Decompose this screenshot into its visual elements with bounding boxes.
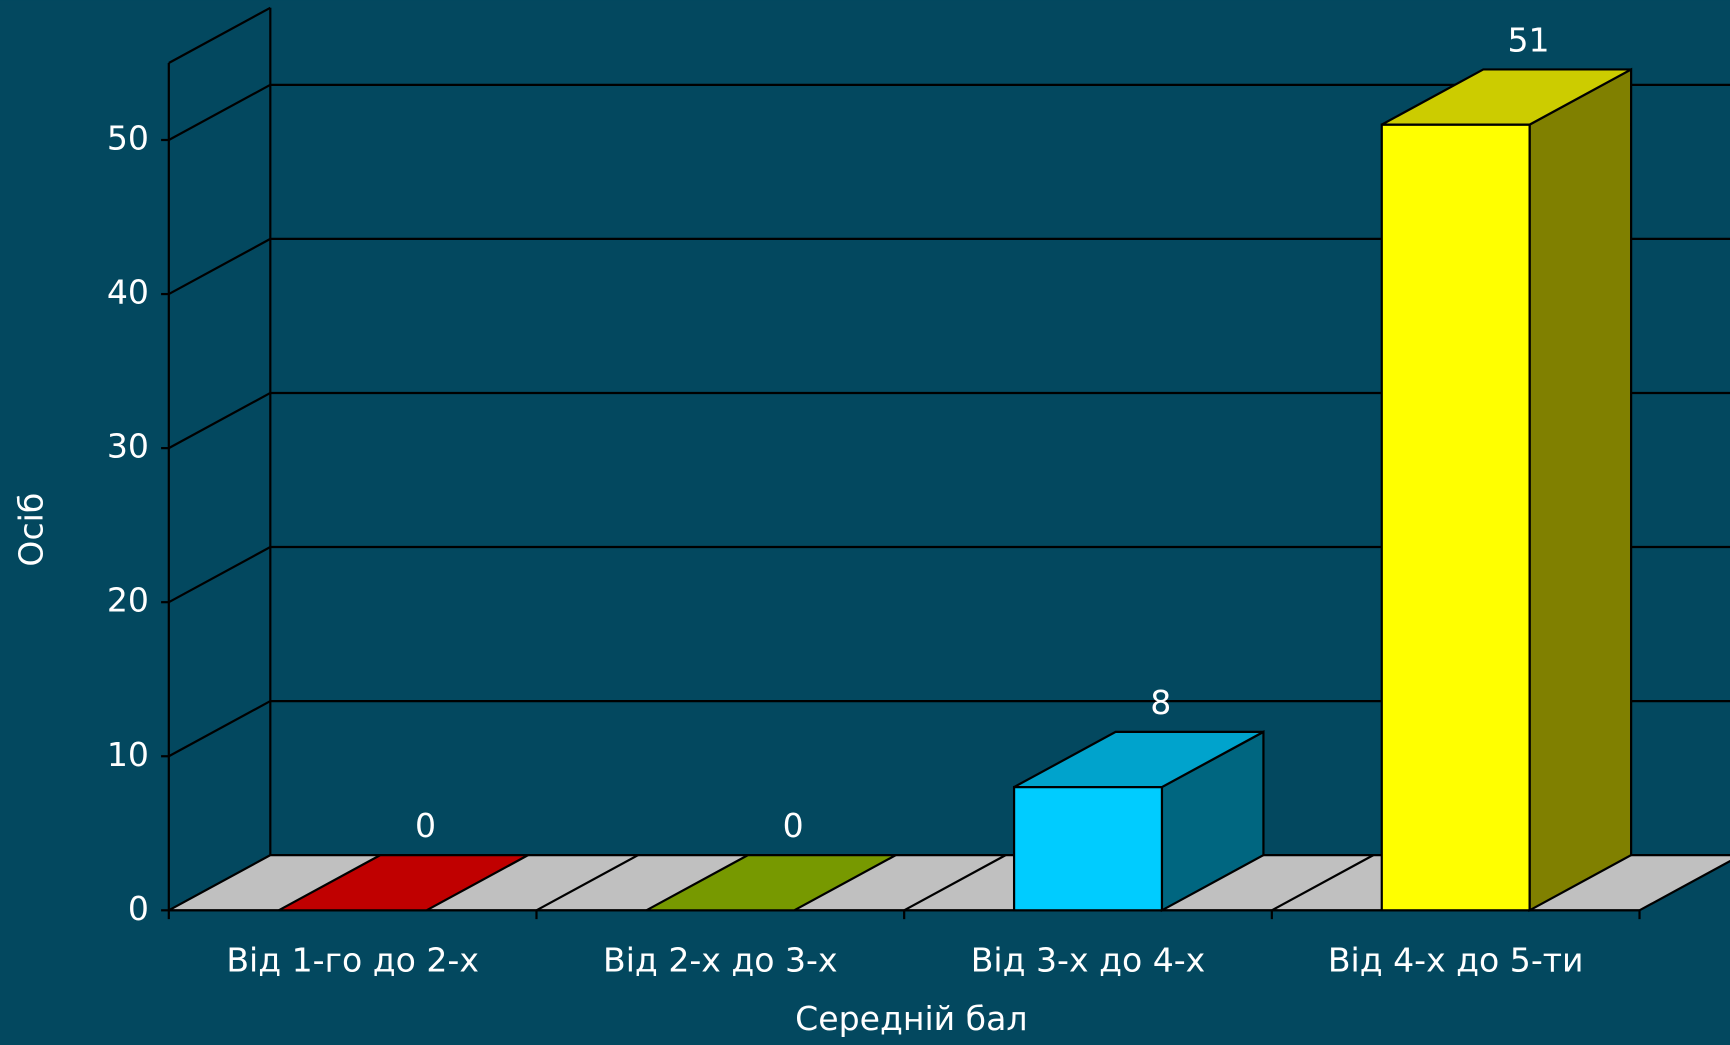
bar-side [1530, 69, 1632, 910]
value-label: 0 [415, 806, 436, 845]
x-tick-label: Від 4-х до 5-ти [1328, 941, 1584, 980]
y-tick-label: 40 [107, 273, 149, 312]
x-tick-label: Від 3-х до 4-х [971, 941, 1206, 980]
value-label: 8 [1150, 683, 1171, 722]
y-axis-label: Осіб [12, 493, 51, 567]
bar-front [1014, 787, 1162, 910]
value-label: 0 [783, 806, 804, 845]
x-axis-label: Середній бал [795, 999, 1027, 1038]
bar-front [1382, 125, 1530, 911]
x-tick-label: Від 2-х до 3-х [603, 941, 838, 980]
y-tick-label: 0 [128, 889, 149, 928]
chart: Осіб Середній бал 0 10 20 30 40 50 Від 1-го до… [0, 0, 1730, 1045]
value-label: 51 [1507, 20, 1549, 59]
x-tick-label: Від 1-го до 2-х [226, 941, 479, 980]
y-tick-label: 10 [107, 735, 149, 774]
page: {"chart_data": {"type": "bar3d", "x_labe… [0, 0, 1730, 1045]
y-tick-label: 30 [107, 427, 149, 466]
y-tick-label: 20 [107, 581, 149, 620]
y-tick-label: 50 [107, 119, 149, 158]
